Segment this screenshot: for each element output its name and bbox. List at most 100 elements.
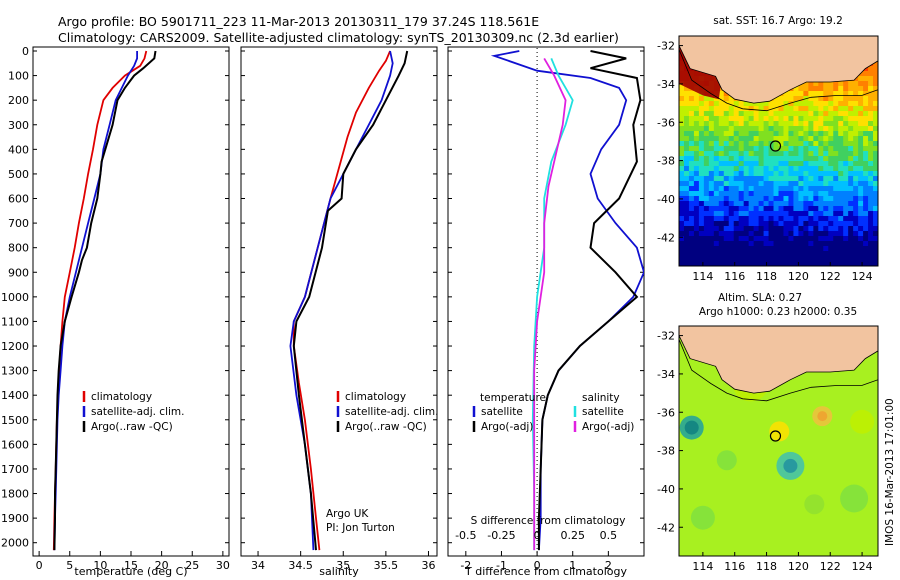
sst-cell	[723, 136, 730, 142]
sst-cell	[813, 211, 819, 217]
sst-cell	[713, 106, 720, 112]
sst-cell	[718, 141, 725, 147]
sst-cell	[733, 186, 740, 192]
sst-cell	[818, 136, 824, 142]
sst-cell	[743, 216, 750, 222]
sst-cell	[833, 116, 839, 122]
sst-cell	[848, 91, 854, 97]
sst-cell	[838, 111, 844, 117]
sst-cell	[798, 231, 804, 237]
sst-cell	[788, 226, 795, 232]
depth-tick-label: 300	[8, 119, 29, 132]
sst-cell	[688, 121, 695, 127]
sst-cell	[698, 196, 705, 202]
sst-cell	[753, 176, 760, 182]
sst-cell	[723, 146, 730, 152]
sst-cell	[793, 141, 799, 147]
sst-cell	[873, 71, 878, 77]
sst-cell	[698, 261, 705, 266]
sst-cell	[688, 246, 695, 252]
sst-cell	[833, 231, 839, 237]
map-lon-label: 122	[820, 560, 841, 573]
sst-cell	[688, 156, 695, 162]
sst-cell	[873, 201, 878, 207]
sst-cell	[798, 246, 804, 252]
sst-cell	[873, 136, 878, 142]
sst-cell	[679, 191, 685, 197]
sst-cell	[833, 241, 839, 247]
sst-cell	[743, 101, 750, 107]
sst-cell	[679, 246, 685, 252]
sst-cell	[698, 141, 705, 147]
sst-cell	[713, 146, 720, 152]
sst-cell	[743, 166, 750, 172]
sst-cell	[758, 201, 765, 207]
sst-cell	[793, 246, 799, 252]
sst-cell	[793, 201, 799, 207]
sst-cell	[833, 196, 839, 202]
sst-cell	[693, 106, 700, 112]
sst-cell	[778, 96, 785, 102]
sst-cell	[793, 191, 799, 197]
sst-cell	[868, 201, 874, 207]
sst-cell	[868, 256, 874, 262]
map-lat-label: -36	[657, 116, 675, 129]
sst-cell	[698, 191, 705, 197]
sst-cell	[868, 106, 874, 112]
t-tick-label: -1	[496, 559, 507, 572]
sst-cell	[708, 141, 715, 147]
legend-title-temperature: temperature	[480, 392, 546, 404]
sst-cell	[738, 211, 745, 217]
sst-cell	[743, 116, 750, 122]
sst-cell	[868, 91, 874, 97]
sst-cell	[748, 246, 755, 252]
sst-cell	[808, 181, 814, 187]
sst-cell	[698, 256, 705, 262]
sst-cell	[683, 181, 690, 187]
sst-cell	[778, 246, 785, 252]
sst-cell	[873, 191, 878, 197]
sst-cell	[708, 121, 715, 127]
sst-cell	[713, 241, 720, 247]
sst-cell	[858, 126, 864, 132]
sst-cell	[753, 216, 760, 222]
depth-tick-label: 1400	[1, 389, 29, 402]
sst-cell	[793, 121, 799, 127]
sst-cell	[873, 76, 878, 82]
sst-cell	[723, 231, 730, 237]
sst-cell	[733, 221, 740, 227]
sst-cell	[693, 126, 700, 132]
sst-cell	[783, 126, 790, 132]
sst-cell	[723, 176, 730, 182]
map-lat-label: -40	[657, 193, 675, 206]
sst-cell	[703, 126, 710, 132]
sst-cell	[773, 126, 780, 132]
sst-cell	[863, 166, 869, 172]
sst-cell	[768, 261, 775, 266]
sst-cell	[858, 131, 864, 137]
sst-cell	[688, 106, 695, 112]
sst-cell	[833, 226, 839, 232]
sst-cell	[843, 156, 849, 162]
sst-cell	[838, 251, 844, 257]
sst-cell	[768, 176, 775, 182]
sst-cell	[703, 251, 710, 257]
sst-cell	[823, 171, 829, 177]
depth-tick-label: 1100	[1, 315, 29, 328]
sst-cell	[683, 216, 690, 222]
sst-cell	[798, 186, 804, 192]
sst-cell	[803, 206, 809, 212]
sst-cell	[679, 236, 685, 242]
sst-cell	[793, 221, 799, 227]
sst-cell	[803, 231, 809, 237]
sst-cell	[723, 181, 730, 187]
sst-cell	[708, 226, 715, 232]
sst-cell	[758, 191, 765, 197]
sst-cell	[823, 146, 829, 152]
sst-cell	[733, 116, 740, 122]
sst-cell	[758, 231, 765, 237]
sst-cell	[683, 91, 690, 97]
sst-cell	[778, 161, 785, 167]
x-tick-label: 25	[185, 559, 199, 572]
sst-cell	[698, 131, 705, 137]
